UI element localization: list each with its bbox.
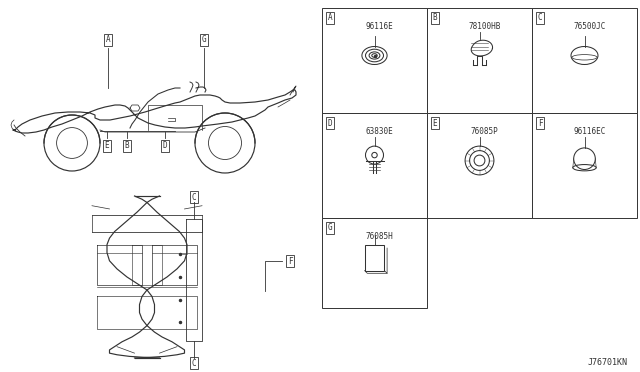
Text: G: G (202, 35, 206, 45)
Text: C: C (192, 192, 196, 202)
Text: 76085H: 76085H (365, 232, 394, 241)
Text: 76085P: 76085P (470, 127, 499, 136)
Text: 96116EC: 96116EC (573, 127, 605, 136)
Bar (427, 113, 532, 218)
Polygon shape (42, 115, 102, 143)
Text: C: C (192, 359, 196, 368)
Text: E: E (433, 119, 437, 128)
Bar (322, 113, 427, 218)
Text: 96116E: 96116E (365, 22, 394, 31)
Text: F: F (538, 119, 542, 128)
Text: 63830E: 63830E (365, 127, 394, 136)
Text: F: F (288, 257, 292, 266)
Text: J76701KN: J76701KN (588, 358, 628, 367)
Text: A: A (106, 35, 110, 45)
Text: 76500JC: 76500JC (573, 22, 605, 31)
Bar (322, 218, 427, 308)
Bar (322, 8, 427, 113)
Polygon shape (193, 113, 257, 143)
Text: A: A (328, 13, 332, 22)
Text: B: B (433, 13, 437, 22)
Text: 78100HB: 78100HB (468, 22, 500, 31)
Text: D: D (328, 119, 332, 128)
Bar (532, 8, 637, 113)
Text: E: E (105, 141, 109, 151)
Text: D: D (163, 141, 167, 151)
Bar (427, 8, 532, 113)
Bar (365, 246, 385, 270)
Text: B: B (125, 141, 129, 151)
Text: C: C (538, 13, 542, 22)
Bar (532, 113, 637, 218)
Text: G: G (328, 224, 332, 232)
